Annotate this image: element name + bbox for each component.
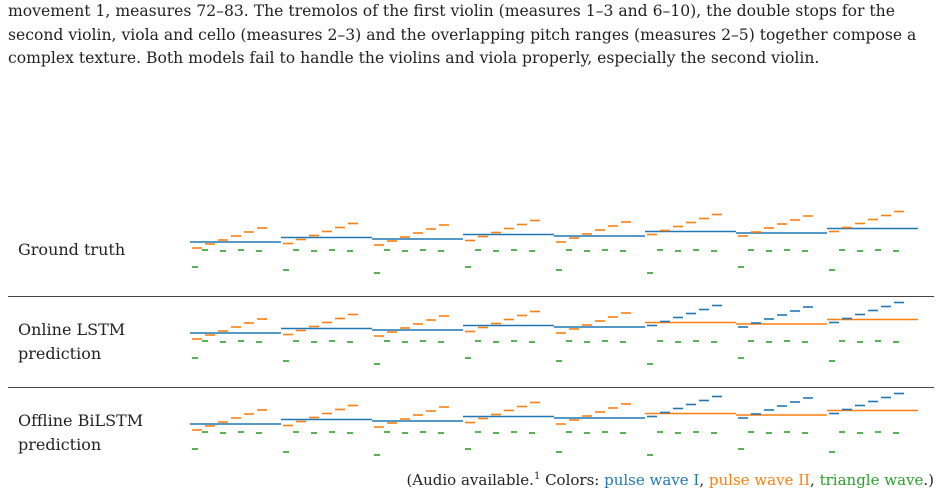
piano-roll xyxy=(190,210,918,456)
row-label: Ground truth xyxy=(18,240,126,259)
footnote-mark: 1 xyxy=(533,471,541,482)
divider xyxy=(8,387,934,388)
legend-entry: pulse wave I xyxy=(604,471,700,489)
divider xyxy=(8,296,934,297)
footer: (Audio available.1 Colors: pulse wave I,… xyxy=(406,471,934,489)
row-label: Offline BiLSTM prediction xyxy=(18,411,144,454)
legend-entry: triangle wave xyxy=(819,471,924,489)
footer-text: .) xyxy=(923,471,934,489)
footer-text: Colors: xyxy=(540,471,605,489)
footer-text: , xyxy=(699,471,709,489)
caption: movement 1, measures 72–83. The tremolos… xyxy=(8,2,917,67)
row-label: Online LSTM prediction xyxy=(18,320,126,363)
legend-entry: pulse wave II xyxy=(708,471,811,489)
footer-text: (Audio available. xyxy=(406,471,534,489)
footer-text: , xyxy=(810,471,820,489)
